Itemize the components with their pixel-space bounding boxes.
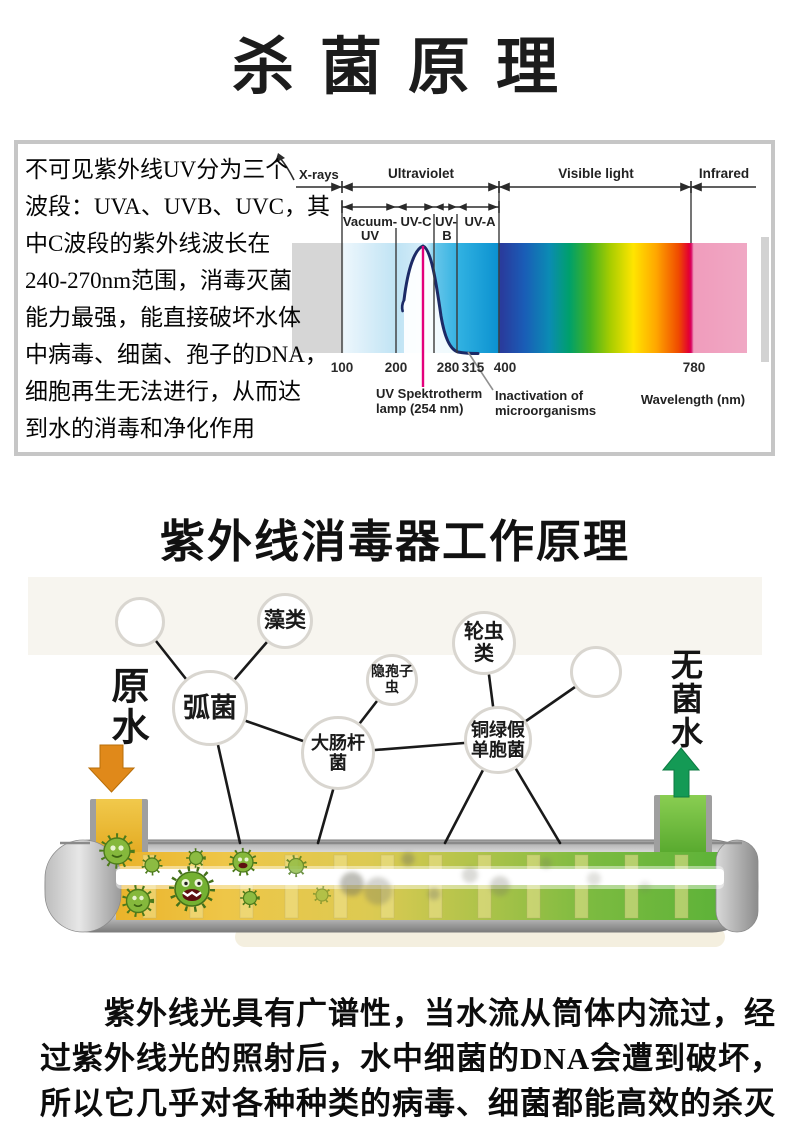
uv-description-line: 波段：UVA、UVB、UVC，其 bbox=[25, 194, 330, 219]
left-end-cap bbox=[44, 839, 122, 933]
uv-description-line: 到水的消毒和净化作用 bbox=[25, 416, 255, 441]
tick-400: 400 bbox=[494, 360, 517, 375]
uv-lamp bbox=[116, 866, 724, 889]
uv-description-line: 240-270nm范围，消毒灭菌 bbox=[25, 268, 293, 293]
bubble-pseudomonas-label: 铜绿假 单胞菌 bbox=[471, 719, 525, 760]
region-label-visible: Visible light bbox=[558, 166, 634, 181]
uv-description: 不可见紫外线UV分为三个 波段：UVA、UVB、UVC，其 中C波段的紫外线波长… bbox=[25, 151, 330, 447]
uv-description-line: 细胞再生无法进行，从而达 bbox=[25, 379, 301, 404]
band-label-uva: UV-A bbox=[464, 214, 496, 229]
uv-description-line: 能力最强，能直接破坏水体 bbox=[25, 305, 301, 330]
lamp-annotation-1: UV Spektrotherm bbox=[376, 386, 482, 401]
inactivation-annotation-2: microorganisms bbox=[495, 403, 596, 418]
wavelength-boundary-lines bbox=[341, 187, 692, 353]
uv-info-box: X-rays Ultraviolet Visible light Infrare… bbox=[14, 140, 775, 456]
footer-line: 所以它几乎对各种种类的病毒、细菌都能高效的杀灭 bbox=[40, 1086, 776, 1121]
inlet-water-label: 原水 bbox=[105, 666, 147, 748]
outlet-port bbox=[654, 795, 712, 857]
bubble-pseudomonas: 铜绿假 单胞菌 bbox=[464, 706, 532, 774]
band-label-uvb-2: B bbox=[442, 228, 451, 243]
bubble-ecoli: 大肠杆菌 bbox=[301, 716, 375, 790]
tick-780: 780 bbox=[683, 360, 706, 375]
bubble-vibrio-label: 弧菌 bbox=[183, 692, 237, 723]
bubble-rotifer-label: 轮虫类 bbox=[464, 620, 504, 665]
spectrum-bar bbox=[292, 243, 747, 353]
bubble-ecoli-label: 大肠杆菌 bbox=[311, 732, 365, 773]
uv-description-line: 中C波段的紫外线波长在 bbox=[25, 231, 271, 256]
bubble-empty-1 bbox=[115, 597, 165, 647]
bubble-cryptosporidium-label: 隐孢子虫 bbox=[371, 663, 413, 695]
lamp-annotation-2: lamp (254 nm) bbox=[376, 401, 463, 416]
bubble-connector-lines bbox=[154, 639, 577, 845]
microbes-live bbox=[99, 833, 332, 918]
region-label-infrared: Infrared bbox=[699, 166, 749, 181]
region-label-ultraviolet: Ultraviolet bbox=[388, 166, 455, 181]
outlet-arrow-icon bbox=[661, 747, 701, 798]
inlet-arrow-icon bbox=[87, 744, 136, 793]
footer-line: 紫外线光具有广谱性，当水流从筒体内流过，经 bbox=[104, 996, 776, 1031]
bubble-algae-label: 藻类 bbox=[264, 609, 306, 633]
region-label-xrays: X-rays bbox=[299, 167, 339, 182]
bubble-cryptosporidium: 隐孢子虫 bbox=[366, 654, 418, 706]
big-microbe bbox=[169, 866, 215, 912]
inactivation-callout-line bbox=[467, 351, 494, 391]
outlet-water-label: 无菌水 bbox=[667, 648, 703, 750]
uv-description-line: 不可见紫外线UV分为三个 bbox=[25, 157, 289, 182]
xrays-arrow-icon bbox=[275, 153, 295, 181]
band-label-vacuum-uv-2: UV bbox=[361, 228, 379, 243]
uv-spectrum-figure: X-rays Ultraviolet Visible light Infrare… bbox=[275, 153, 769, 418]
microbes-inactivated bbox=[340, 852, 651, 905]
band-label-vacuum-uv-1: Vacuum- bbox=[343, 214, 397, 229]
water-gradient bbox=[116, 852, 724, 920]
tick-200: 200 bbox=[385, 360, 408, 375]
band-label-uvc: UV-C bbox=[400, 214, 432, 229]
uv-band-arrows bbox=[341, 201, 500, 213]
bubble-algae: 藻类 bbox=[257, 593, 313, 649]
tick-280: 280 bbox=[437, 360, 460, 375]
working-principle-title: 紫外线消毒器工作原理 bbox=[159, 517, 630, 567]
sterilizer-diagram bbox=[28, 577, 762, 947]
right-end-cap bbox=[715, 839, 759, 933]
uv-description-line: 中病毒、细菌、孢子的DNA， bbox=[25, 342, 328, 367]
sterilizer-tube bbox=[44, 795, 759, 933]
footer-line: 过紫外线光的照射后，水中细菌的DNA会遭到破坏， bbox=[40, 1041, 783, 1076]
wavelength-axis-label: Wavelength (nm) bbox=[641, 392, 745, 407]
inactivation-annotation-1: Inactivation of bbox=[495, 388, 584, 403]
bubble-empty-2 bbox=[570, 646, 622, 698]
region-arrows bbox=[296, 181, 756, 193]
bubble-rotifer: 轮虫类 bbox=[452, 611, 516, 675]
page-title: 杀菌原理 bbox=[231, 34, 584, 102]
footer-paragraph: 紫外线光具有广谱性，当水流从筒体内流过，经 过紫外线光的照射后，水中细菌的DNA… bbox=[40, 991, 782, 1126]
tick-100: 100 bbox=[331, 360, 354, 375]
band-label-uvb-1: UV- bbox=[435, 214, 457, 229]
right-gray-strip bbox=[761, 237, 769, 362]
bubble-vibrio: 弧菌 bbox=[172, 670, 248, 746]
tick-315: 315 bbox=[462, 360, 485, 375]
